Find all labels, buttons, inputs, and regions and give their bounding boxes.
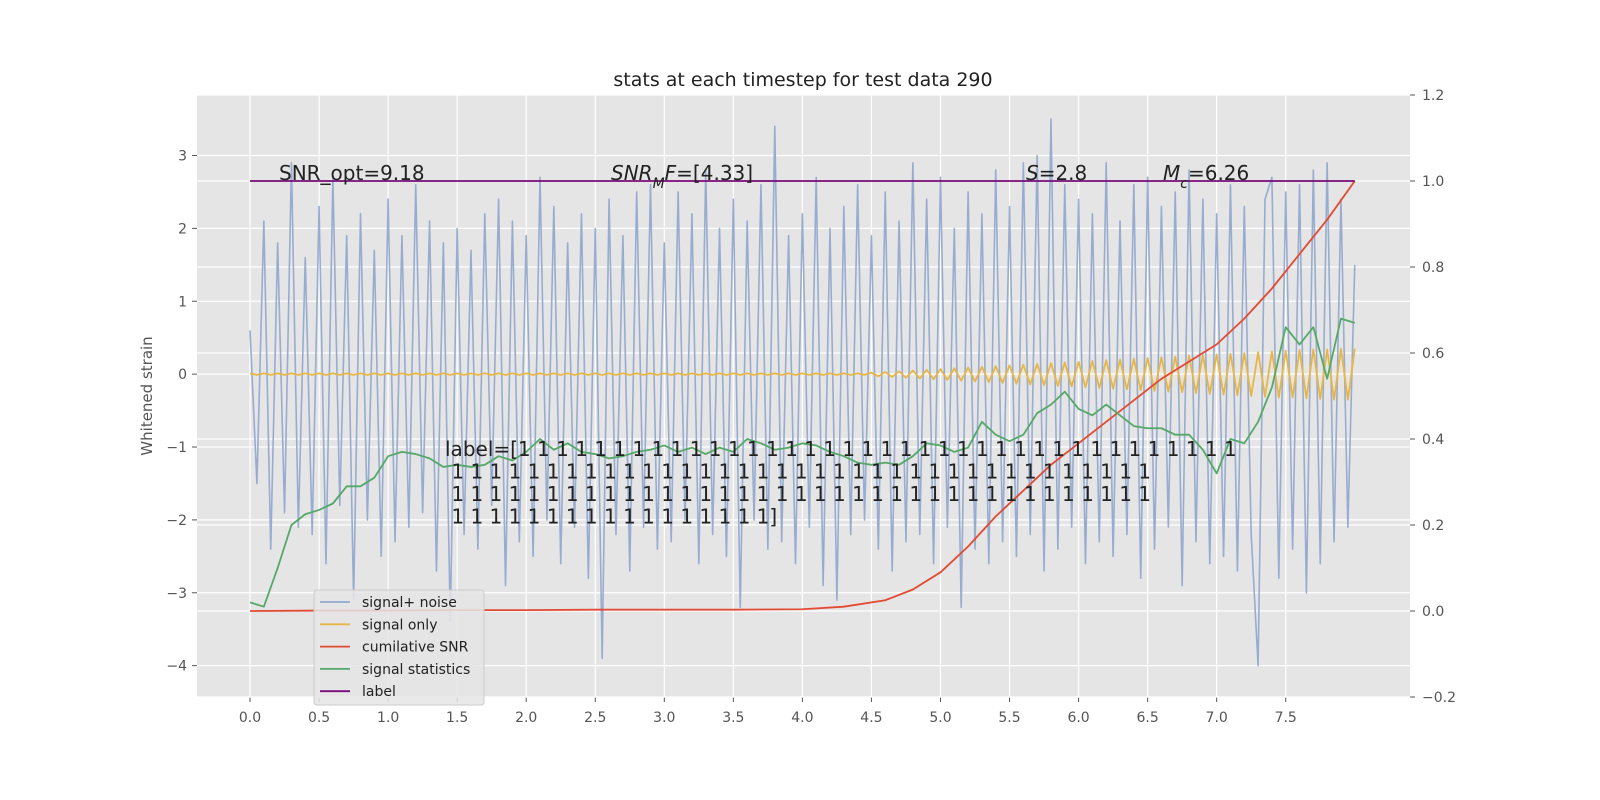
annotation: S=2.8 [1026, 161, 1087, 185]
legend-label: label [362, 684, 396, 700]
chart-title: stats at each timestep for test data 290 [613, 69, 992, 91]
series-line [249, 317, 1356, 608]
x-tick-label: 7.5 [1275, 710, 1297, 726]
y2-tick-label: −0.2 [1422, 690, 1456, 706]
x-tick-label: 4.0 [791, 710, 813, 726]
y2-tick-label: 1.0 [1422, 174, 1444, 190]
annotation-part: c [1180, 176, 1188, 192]
label-text: label=[1 1 1 1 1 1 1 1 1 1 1 1 1 1 1 1 1… [445, 437, 1237, 461]
legend-label: cumilative SNR [362, 640, 469, 656]
x-tick-label: 3.5 [722, 710, 744, 726]
y2-tick-label: 0.0 [1422, 604, 1444, 620]
annotation-part: =6.26 [1188, 161, 1249, 185]
y-tick-label: 3 [178, 148, 187, 164]
y-tick-label: 1 [178, 294, 187, 310]
x-tick-label: 2.0 [515, 710, 537, 726]
series-line [250, 180, 1356, 612]
y2-tick-label: 0.2 [1422, 518, 1444, 534]
x-tick-label: 5.0 [929, 710, 951, 726]
annotation-part: M [1163, 161, 1180, 185]
x-tick-label: 4.5 [860, 710, 882, 726]
y-tick-label: −4 [166, 659, 187, 675]
x-tick-label: 7.0 [1206, 710, 1228, 726]
x-tick-label: 1.0 [377, 710, 399, 726]
legend-label: signal+ noise [362, 595, 457, 611]
y-tick-label: 2 [178, 221, 187, 237]
legend-label: signal only [362, 617, 437, 633]
y2-tick-label: 1.2 [1422, 88, 1444, 104]
x-tick-label: 0.5 [308, 710, 330, 726]
annotation-part: SNR_opt=9.18 [279, 161, 425, 185]
label-text: 1 1 1 1 1 1 1 1 1 1 1 1 1 1 1 1 1] [445, 505, 777, 529]
y-axis-label: Whitened strain [138, 336, 156, 455]
x-tick-label: 5.5 [998, 710, 1020, 726]
y2-tick-label: 0.8 [1422, 260, 1444, 276]
annotation: SNRMF=[4.33] [611, 161, 753, 192]
annotation: Mc=6.26 [1163, 161, 1249, 192]
annotation-part: F [665, 161, 677, 185]
annotation-part: S [1026, 161, 1039, 185]
annotation-part: =[4.33] [676, 161, 753, 185]
label-text: 1 1 1 1 1 1 1 1 1 1 1 1 1 1 1 1 1 1 1 1 … [445, 460, 1151, 484]
x-tick-label: 6.5 [1136, 710, 1158, 726]
x-tick-label: 2.5 [584, 710, 606, 726]
y-tick-label: −3 [166, 586, 187, 602]
series-line [249, 118, 1356, 667]
label-text: 1 1 1 1 1 1 1 1 1 1 1 1 1 1 1 1 1 1 1 1 … [445, 482, 1151, 506]
legend-box [313, 589, 485, 706]
x-tick-label: 3.0 [653, 710, 675, 726]
annotation-part: =2.8 [1039, 161, 1088, 185]
series-line [249, 347, 1356, 401]
x-tick-label: 1.5 [446, 710, 468, 726]
x-tick-label: 6.0 [1067, 710, 1089, 726]
y-tick-label: 0 [178, 367, 187, 383]
y-tick-label: −2 [166, 513, 187, 529]
y2-tick-label: 0.4 [1422, 432, 1444, 448]
y2-tick-label: 0.6 [1422, 346, 1444, 362]
legend-label: signal statistics [362, 662, 470, 678]
y-tick-label: −1 [166, 440, 187, 456]
x-tick-label: 0.0 [239, 710, 261, 726]
annotation: SNR_opt=9.18 [279, 161, 425, 185]
annotation-part: M [653, 176, 665, 192]
annotation-part: SNR [611, 161, 653, 185]
